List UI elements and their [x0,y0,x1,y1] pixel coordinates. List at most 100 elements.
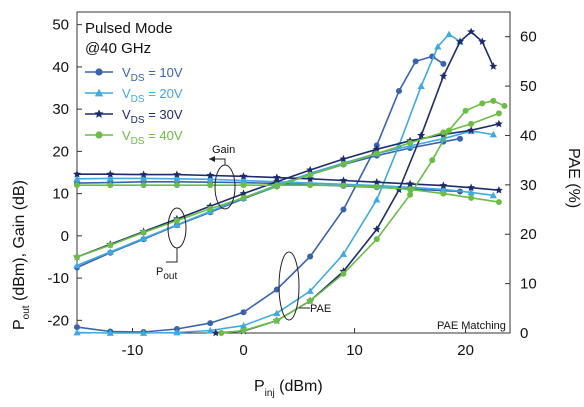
pae-point [439,72,448,80]
gain-point [440,190,447,197]
pae-point [211,328,220,337]
gain-point [172,170,181,179]
legend-label: VDS = 10V [122,65,183,84]
gain-point [140,174,148,182]
pout-arrow [166,248,178,263]
gain-arrow-head [209,156,215,162]
pout-point [494,119,503,128]
pae-point [240,327,247,334]
pout-point [207,205,214,212]
gain-line [77,184,500,203]
gain-point [407,186,414,193]
pae-point [207,320,214,327]
pout-point [240,194,247,201]
legend-label-main: V [122,86,131,101]
pout-line [76,130,494,267]
legend-label-sub: DS [131,115,145,126]
legend-swatch-marker [95,68,103,76]
y-left-tick-label: 10 [52,186,69,203]
gain-point [107,182,114,189]
pae-point [395,88,402,95]
pae-point [456,37,465,46]
y-left-tick-label: -20 [47,312,69,329]
pout-point [107,242,114,249]
pout-point [339,154,348,163]
gain-line [77,173,499,191]
legend-swatch-marker [94,109,104,118]
gain-point [173,175,181,182]
legend-label-sub: DS [131,94,145,105]
gain-point [467,183,476,192]
pae-point [445,127,452,134]
pout-point [106,248,114,255]
gain-point [439,185,447,193]
gain-point [140,182,147,189]
pout-point [140,229,147,236]
legend-item-3: VDS = 30V [85,107,183,126]
legend-item-2: VDS = 20V [85,86,183,105]
annotation-gain: Gain [209,144,236,210]
legend-label: VDS = 30V [122,107,183,126]
pout-point [306,165,315,174]
legend-label-rest: = 10V [145,65,183,80]
y-left-tick-label: 30 [52,101,69,118]
x-axis-title-rest: (dBm) [275,378,323,395]
gain-point [239,172,248,180]
pout-point [439,135,447,142]
legend-label-main: V [122,107,131,122]
series-4 [74,97,508,336]
pae-label: PAE [310,303,331,315]
legend-label-sub: DS [131,136,145,147]
pae-point [478,37,487,46]
pout-point [467,126,476,134]
y-right-tick-label: 40 [520,127,537,144]
gain-point [272,173,281,181]
gain-point [340,182,347,189]
pae-point [339,250,348,257]
pout-point [140,234,148,242]
pout-point [173,217,180,224]
y-right-tick-label: 50 [520,78,537,95]
pae-line [76,55,444,333]
y-left-tick-label: -10 [47,270,69,287]
pout-label-sub: out [163,271,177,282]
pout-point [372,145,381,153]
gain-point [73,175,81,182]
gain-point [206,175,214,183]
pout-point [373,150,380,157]
pae-point [417,131,426,139]
gain-point [467,188,475,196]
chart-title-line-1: Pulsed Mode [85,20,173,37]
pae-point [340,206,347,213]
gain-point [339,176,348,184]
pout-point [239,189,248,198]
pout-label: Pout [156,266,177,282]
gain-point [240,182,247,189]
pae-point [489,62,498,70]
pout-point [489,130,497,138]
pae-point [239,321,248,329]
y-left-tick-label: 40 [52,59,69,76]
y-right-tick-label: 20 [520,226,537,243]
legend-label-rest: = 40V [145,128,183,143]
gain-point [373,183,380,190]
gain-point [74,182,80,189]
pae-point [106,329,114,336]
pae-point [462,107,469,114]
pout-point [495,110,502,117]
pae-point [340,270,347,277]
pae-point [394,185,403,194]
gain-point [468,194,475,201]
pout-point [440,129,447,136]
y-left-tick-label: 50 [52,17,69,34]
gain-point [106,174,114,182]
pae-ellipse [278,251,300,321]
legend-swatch-marker [94,88,104,97]
pae-point [412,58,419,65]
pae-point [373,196,381,203]
x-axis-title-sub: inj [265,388,275,399]
annotation-pae: PAE [278,251,331,321]
legend-label-sub: DS [131,73,145,84]
gain-point [489,191,497,199]
chart-title-line-2: @40 GHz [85,40,151,57]
